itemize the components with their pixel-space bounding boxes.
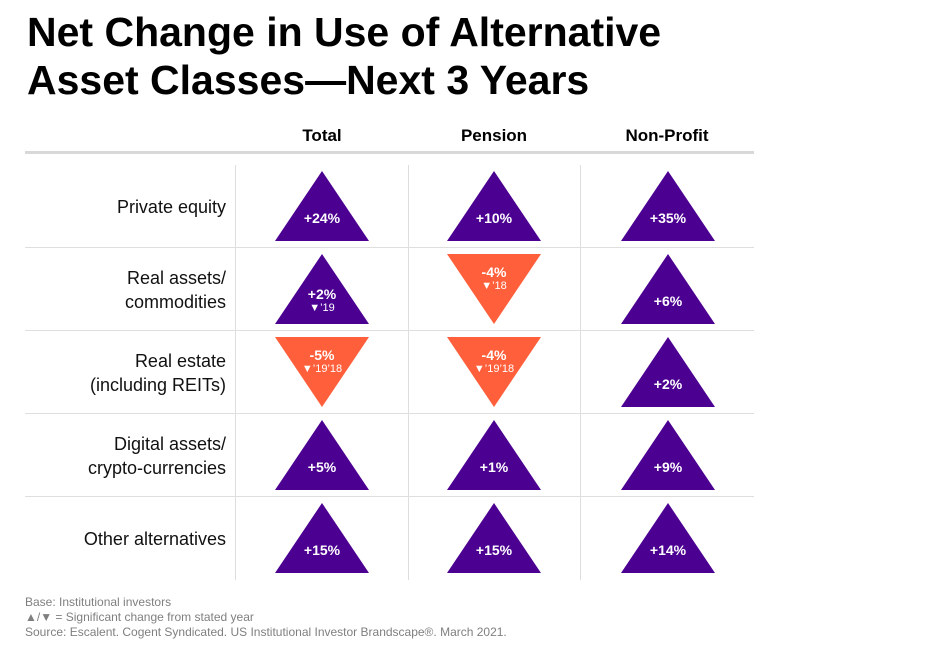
down-triangle-icon — [447, 337, 541, 407]
increase-marker: +2% — [618, 333, 718, 411]
row-label-line: Real assets/ — [126, 267, 226, 288]
significance-note: ▼’19 — [309, 302, 335, 314]
change-value: +1% — [479, 459, 509, 475]
row-label-line: commodities — [124, 291, 226, 312]
row-label-line: Private equity — [116, 196, 226, 217]
significance-note: ▼’19’18 — [473, 363, 515, 375]
change-value: +2% — [307, 286, 337, 302]
change-value: -4% — [481, 347, 507, 363]
row-label-line: Digital assets/ — [113, 433, 226, 454]
change-value: +14% — [649, 542, 687, 558]
increase-marker: +35% — [618, 167, 718, 245]
title-line-2: Asset Classes—Next 3 Years — [27, 57, 590, 103]
row-divider — [25, 413, 754, 414]
chart-title: Net Change in Use of Alternative Asset C… — [27, 8, 927, 104]
change-value: +15% — [303, 542, 341, 558]
up-triangle-icon — [447, 503, 541, 573]
up-triangle-icon — [275, 503, 369, 573]
change-value: -4% — [481, 264, 507, 280]
up-triangle-icon — [621, 337, 715, 407]
down-triangle-icon — [275, 337, 369, 407]
footnote-legend: ▲/▼ = Significant change from stated yea… — [25, 610, 254, 624]
column-header-pension: Pension — [460, 126, 528, 145]
increase-marker: +10% — [444, 167, 544, 245]
increase-marker: +14% — [618, 499, 718, 577]
up-triangle-icon — [275, 420, 369, 490]
increase-marker: +1% — [444, 416, 544, 494]
column-divider — [408, 165, 409, 580]
footnote-base: Base: Institutional investors — [25, 595, 172, 609]
change-value: +15% — [475, 542, 513, 558]
column-divider — [235, 165, 236, 580]
increase-marker: +24% — [272, 167, 372, 245]
increase-marker: +2% ▼’19 — [272, 250, 372, 328]
change-value: +35% — [649, 210, 687, 226]
up-triangle-icon — [275, 171, 369, 241]
up-triangle-icon — [621, 420, 715, 490]
row-label: Other alternatives — [30, 497, 226, 580]
row-label-line: crypto-currencies — [87, 457, 226, 478]
significance-note: ▼’18 — [481, 280, 507, 292]
row-label-line: Other alternatives — [83, 528, 226, 549]
up-triangle-icon — [621, 503, 715, 573]
column-divider — [580, 165, 581, 580]
change-value: +2% — [653, 376, 683, 392]
increase-marker: +5% — [272, 416, 372, 494]
up-triangle-icon — [447, 420, 541, 490]
change-value: +24% — [303, 210, 341, 226]
increase-marker: +15% — [444, 499, 544, 577]
row-label-line: Real estate — [134, 350, 226, 371]
up-triangle-icon — [621, 254, 715, 324]
decrease-marker: -4% ▼’18 — [444, 250, 544, 328]
increase-marker: +9% — [618, 416, 718, 494]
change-value: +6% — [653, 293, 683, 309]
column-header-non-profit: Non-Profit — [625, 126, 709, 145]
title-line-1: Net Change in Use of Alternative — [27, 9, 662, 55]
row-divider — [25, 330, 754, 331]
change-value: +5% — [307, 459, 337, 475]
change-value: +9% — [653, 459, 683, 475]
footnote-source: Source: Escalent. Cogent Syndicated. US … — [25, 625, 507, 639]
row-label: Digital assets/crypto-currencies — [30, 414, 226, 497]
row-label: Real estate (including REITs) — [30, 331, 226, 414]
change-value: +10% — [475, 210, 513, 226]
footnotes: Base: Institutional investors ▲/▼ = Sign… — [25, 595, 507, 640]
row-divider — [25, 247, 754, 248]
up-triangle-icon — [621, 171, 715, 241]
decrease-marker: -4% ▼’19’18 — [444, 333, 544, 411]
column-header-total: Total — [302, 126, 342, 145]
row-divider — [25, 496, 754, 497]
significance-note: ▼’19’18 — [301, 363, 343, 375]
row-label: Real assets/commodities — [30, 248, 226, 331]
row-label: Private equity — [30, 165, 226, 248]
increase-marker: +6% — [618, 250, 718, 328]
down-triangle-icon — [447, 254, 541, 324]
row-label-line: (including REITs) — [89, 374, 226, 395]
header-rule — [25, 151, 754, 154]
decrease-marker: -5% ▼’19’18 — [272, 333, 372, 411]
up-triangle-icon — [447, 171, 541, 241]
change-value: -5% — [309, 347, 335, 363]
up-triangle-icon — [275, 254, 369, 324]
increase-marker: +15% — [272, 499, 372, 577]
